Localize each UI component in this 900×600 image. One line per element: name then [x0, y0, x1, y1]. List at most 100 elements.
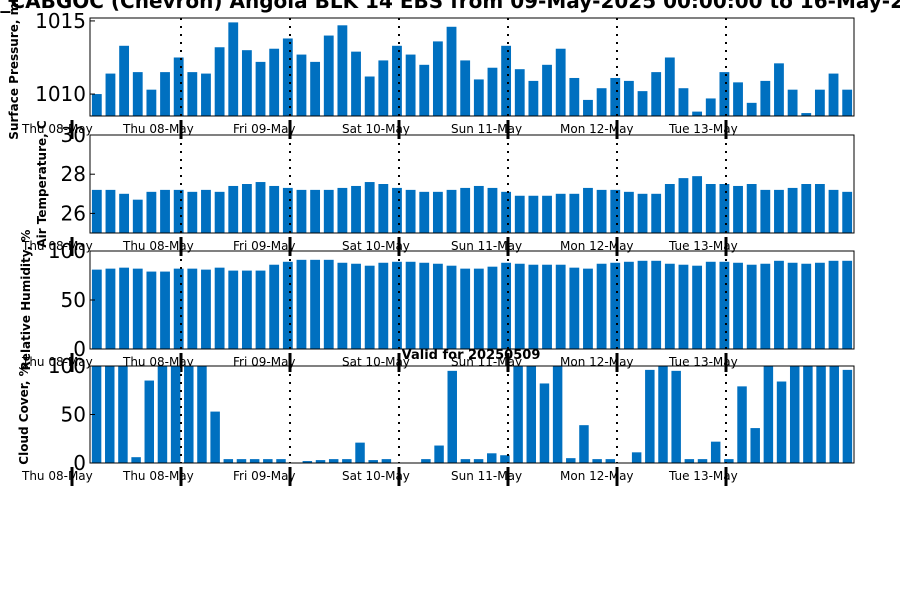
- data-bar: [173, 268, 184, 349]
- x-day-label: Fri 09-May: [233, 355, 296, 369]
- data-bar: [236, 459, 247, 463]
- data-bar: [473, 459, 484, 463]
- x-day-label: Sun 11-May: [451, 239, 522, 253]
- data-bar: [241, 270, 252, 349]
- data-bar: [132, 268, 143, 349]
- data-bar: [119, 45, 130, 116]
- data-bar: [460, 459, 471, 463]
- x-day-label: Mon 12-May: [560, 239, 634, 253]
- data-bar: [787, 262, 798, 349]
- data-bar: [803, 366, 813, 463]
- data-bar: [719, 261, 730, 349]
- data-bar: [119, 267, 130, 349]
- data-bar: [228, 22, 239, 116]
- data-bar: [814, 89, 825, 116]
- data-bar: [432, 41, 443, 116]
- data-bar: [160, 72, 170, 116]
- y-tick-label: 50: [61, 403, 86, 427]
- data-bar: [774, 260, 784, 349]
- data-bar: [719, 72, 730, 116]
- data-bar: [592, 459, 602, 463]
- data-bar: [829, 366, 839, 463]
- data-bar: [500, 455, 510, 463]
- data-bar: [263, 459, 273, 463]
- data-bar: [392, 45, 402, 116]
- y-axis-label: Cloud Cover, %: [17, 364, 31, 464]
- data-bar: [555, 264, 566, 349]
- data-bar: [724, 459, 734, 463]
- data-bar: [146, 89, 157, 116]
- data-bar: [446, 265, 457, 349]
- x-day-label: Tue 13-May: [668, 469, 738, 483]
- data-bar: [364, 182, 375, 233]
- data-bar: [801, 113, 812, 116]
- x-day-label: Sat 10-May: [342, 469, 410, 483]
- data-bar: [678, 264, 689, 349]
- data-bar: [596, 263, 607, 349]
- data-bar: [119, 193, 130, 233]
- data-bar: [446, 26, 457, 117]
- x-day-label: Mon 12-May: [560, 469, 634, 483]
- data-bar: [197, 366, 207, 463]
- data-bar: [842, 191, 853, 233]
- data-bar: [473, 79, 484, 116]
- data-bar: [583, 99, 593, 116]
- data-bar: [637, 193, 648, 233]
- data-bar: [157, 366, 168, 463]
- data-bar: [419, 262, 430, 349]
- data-bar: [552, 366, 563, 463]
- data-bar: [487, 266, 498, 349]
- data-bar: [610, 262, 621, 349]
- y-tick-label: 28: [61, 162, 86, 186]
- data-bar: [555, 48, 566, 116]
- y-tick-label: 0: [73, 337, 86, 361]
- y-tick-label: 26: [61, 201, 86, 225]
- data-bar: [405, 54, 416, 116]
- data-bar: [842, 260, 853, 349]
- data-bar: [392, 261, 402, 349]
- x-day-label: Thu 08-May: [21, 122, 93, 136]
- data-bar: [276, 459, 286, 463]
- data-bar: [132, 199, 143, 233]
- data-bar: [310, 61, 321, 116]
- data-bar: [337, 25, 348, 117]
- data-bar: [610, 189, 621, 233]
- data-bar: [569, 267, 580, 349]
- data-bar: [746, 264, 757, 349]
- data-bar: [526, 366, 537, 463]
- data-bar: [187, 191, 198, 233]
- data-bar: [579, 425, 589, 463]
- data-bar: [315, 460, 326, 463]
- data-bar: [223, 459, 234, 463]
- data-bar: [828, 260, 839, 349]
- data-bar: [105, 268, 116, 349]
- data-bar: [91, 94, 102, 116]
- data-bar: [355, 442, 365, 463]
- data-bar: [296, 259, 307, 349]
- data-bar: [705, 184, 716, 233]
- data-bar: [228, 185, 239, 233]
- data-bar: [173, 57, 184, 116]
- x-day-label: Fri 09-May: [233, 239, 296, 253]
- data-bar: [514, 69, 525, 116]
- data-bar: [351, 51, 361, 116]
- x-day-label: Mon 12-May: [560, 355, 634, 369]
- data-bar: [446, 189, 457, 233]
- data-bar: [473, 268, 484, 349]
- data-bar: [282, 261, 293, 349]
- data-bar: [105, 366, 115, 463]
- data-bar: [296, 54, 307, 116]
- data-bar: [705, 261, 716, 349]
- data-bar: [733, 185, 743, 233]
- data-bar: [596, 189, 607, 233]
- data-bar: [214, 47, 225, 116]
- data-bar: [539, 383, 550, 463]
- data-bar: [255, 270, 266, 349]
- data-bar: [405, 189, 416, 233]
- data-bar: [828, 73, 839, 116]
- data-bar: [605, 459, 616, 463]
- data-bar: [645, 369, 655, 463]
- data-bar: [392, 187, 402, 233]
